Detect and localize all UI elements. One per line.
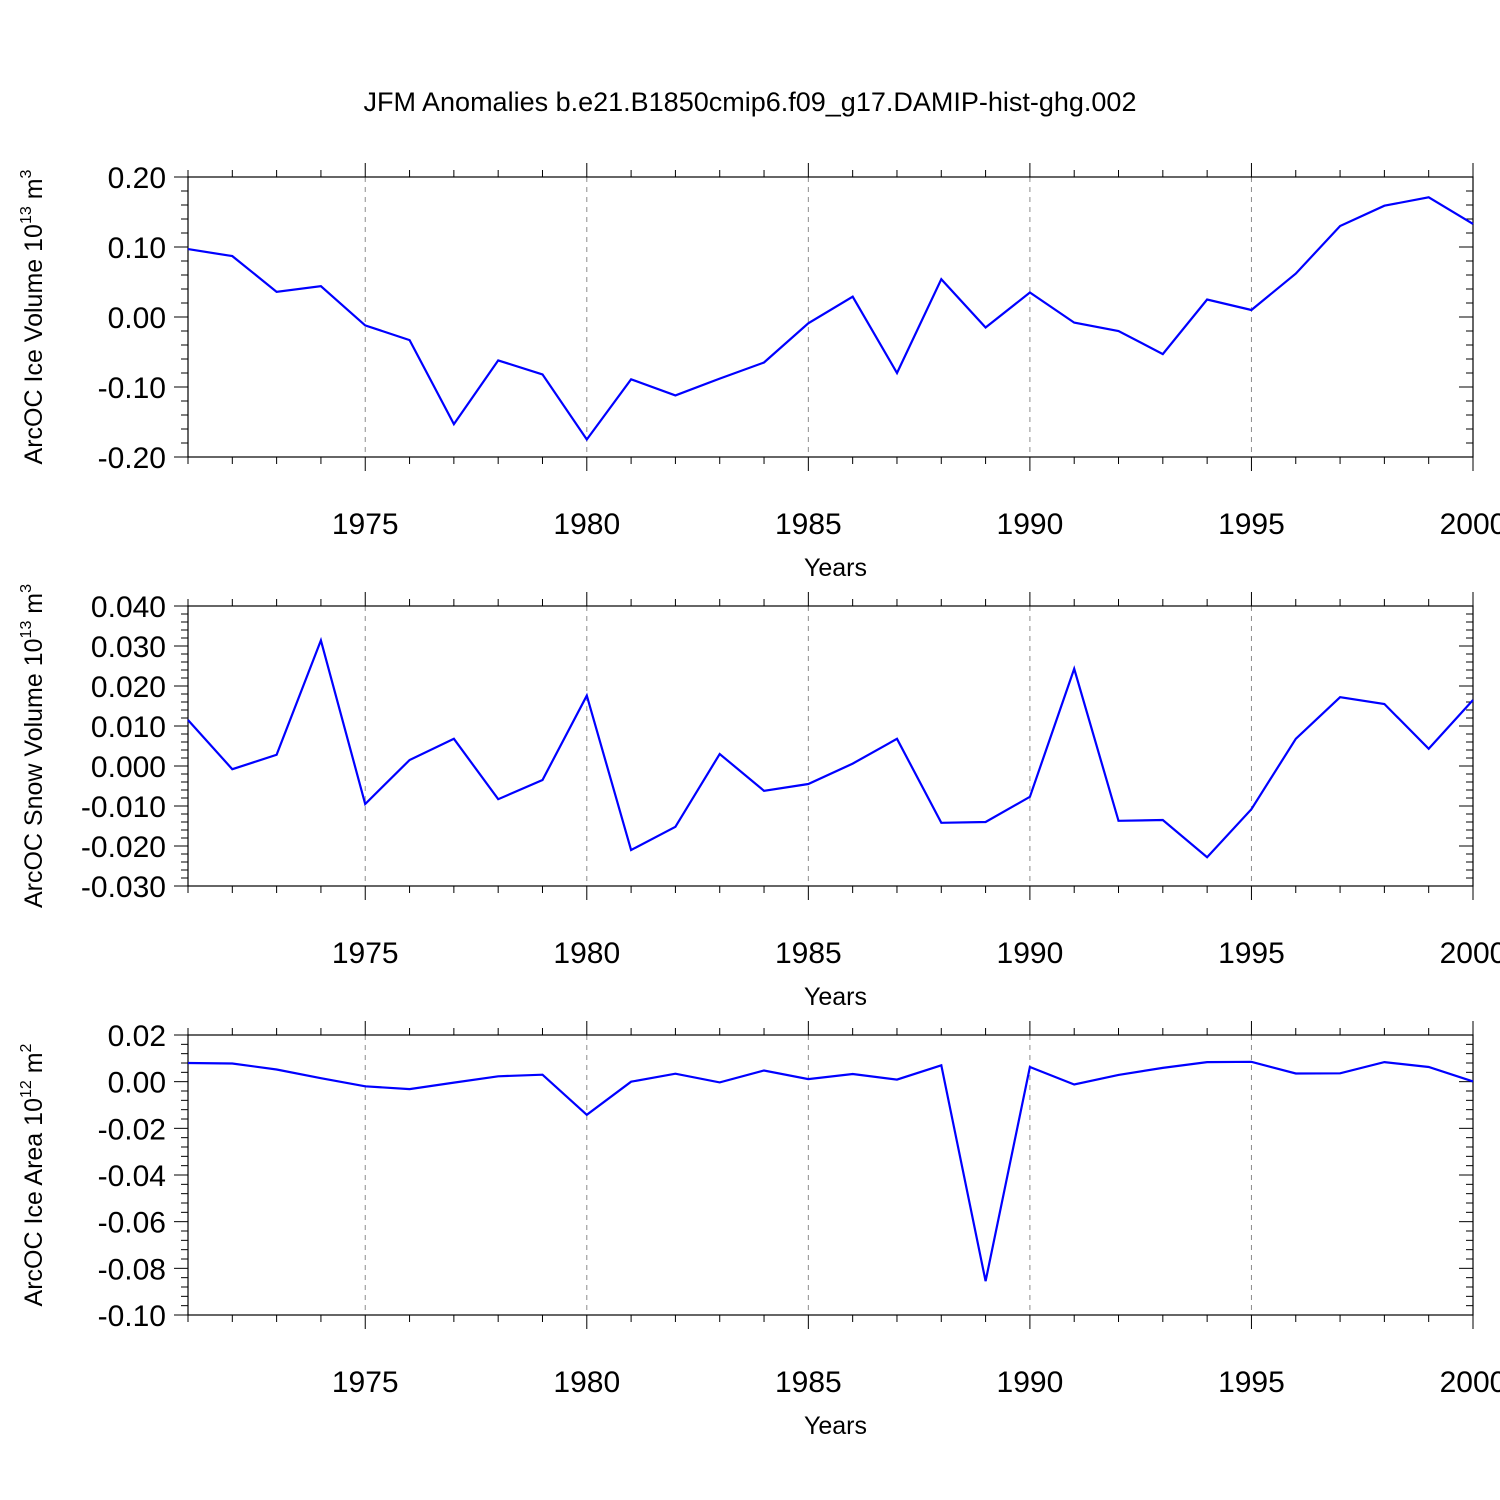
y-tick-label: 0.10 [108,232,166,265]
y-tick-label: 0.030 [91,631,166,664]
x-axis-title: Years [804,1412,867,1440]
plot-frame [188,177,1473,457]
y-tick-label: -0.08 [98,1253,166,1286]
panel-3: 1975 1980 1985 1990 1995 2000 -0.10 -0.08 -0.06 -… [18,1020,1500,1440]
y-tick-label: 0.010 [91,711,166,744]
y-axis-title-exponent: 13 [18,621,35,639]
panels-container: 1975 1980 1985 1990 1995 2000 -0.20 -0.10 0.00 0.… [18,162,1500,1440]
x-tick-label-1995: 1995 [1218,1366,1285,1399]
y-axis-title-text: ArcOC Ice Area 10 [20,1098,48,1306]
figure-title: JFM Anomalies b.e21.B1850cmip6.f09_g17.D… [364,87,1137,117]
y-tick-label: 0.020 [91,671,166,704]
x-tick-label-1980: 1980 [553,937,620,970]
x-tick-label-1975: 1975 [332,508,399,541]
x-tick-label-2000: 2000 [1440,937,1500,970]
y-axis-title: ArcOC Ice Volume 1013 m3 [18,169,48,464]
series-line-3-1 [188,1062,1473,1281]
x-tick-label-1995: 1995 [1218,508,1285,541]
y-tick-label: -0.20 [98,442,166,475]
x-tick-label-1985: 1985 [775,508,842,541]
y-axis-title-unit-exponent: 3 [18,169,35,178]
figure-canvas: JFM Anomalies b.e21.B1850cmip6.f09_g17.D… [0,0,1500,1500]
x-tick-label-2000: 2000 [1440,508,1500,541]
y-axis-title-text: ArcOC Snow Volume 10 [20,638,48,908]
y-axis-title-unit-exponent: 3 [18,584,35,593]
y-tick-label: -0.030 [81,871,166,904]
x-tick-label-1990: 1990 [997,937,1064,970]
panel-1: 1975 1980 1985 1990 1995 2000 -0.20 -0.10 0.00 0.… [18,162,1500,582]
y-axis-title-unit: m [20,1052,48,1080]
series-line-2-1 [188,640,1473,857]
y-tick-label: -0.04 [98,1160,166,1193]
y-axis-title-unit: m [20,593,48,621]
x-tick-label-2000: 2000 [1440,1366,1500,1399]
x-tick-label-1985: 1985 [775,937,842,970]
x-tick-label-1980: 1980 [553,508,620,541]
y-tick-label: 0.02 [108,1020,166,1053]
y-tick-label: -0.020 [81,831,166,864]
x-tick-label-1995: 1995 [1218,937,1285,970]
y-tick-label: -0.10 [98,1300,166,1333]
y-axis-title-text: ArcOC Ice Volume 10 [20,224,48,464]
y-tick-label: 0.20 [108,162,166,195]
y-axis-title-exponent: 12 [18,1080,35,1098]
series-line-1-1 [188,197,1473,439]
y-tick-label: 0.000 [91,751,166,784]
y-tick-label: 0.040 [91,591,166,624]
y-tick-label: -0.010 [81,791,166,824]
y-axis-title: ArcOC Ice Area 1012 m2 [18,1043,48,1306]
y-tick-label: -0.02 [98,1113,166,1146]
y-tick-label: -0.10 [98,372,166,405]
x-tick-label-1990: 1990 [997,1366,1064,1399]
y-tick-label: 0.00 [108,1067,166,1100]
x-tick-label-1980: 1980 [553,1366,620,1399]
y-tick-label: -0.06 [98,1207,166,1240]
y-axis-title-unit: m [20,178,48,206]
y-axis-title-exponent: 13 [18,206,35,224]
y-axis-title-unit-exponent: 2 [18,1043,35,1052]
x-axis-title: Years [804,983,867,1011]
x-tick-label-1975: 1975 [332,1366,399,1399]
y-axis-title: ArcOC Snow Volume 1013 m3 [18,584,48,908]
panel-2: 1975 1980 1985 1990 1995 2000 -0.030 -0.020 -0.0… [18,584,1500,1011]
x-tick-label-1990: 1990 [997,508,1064,541]
y-tick-label: 0.00 [108,302,166,335]
x-tick-label-1975: 1975 [332,937,399,970]
x-tick-label-1985: 1985 [775,1366,842,1399]
plot-frame [188,606,1473,886]
x-axis-title: Years [804,554,867,582]
